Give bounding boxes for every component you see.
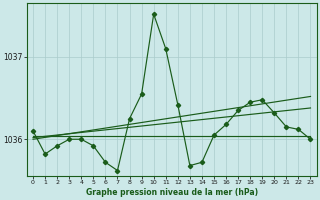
X-axis label: Graphe pression niveau de la mer (hPa): Graphe pression niveau de la mer (hPa) <box>86 188 258 197</box>
